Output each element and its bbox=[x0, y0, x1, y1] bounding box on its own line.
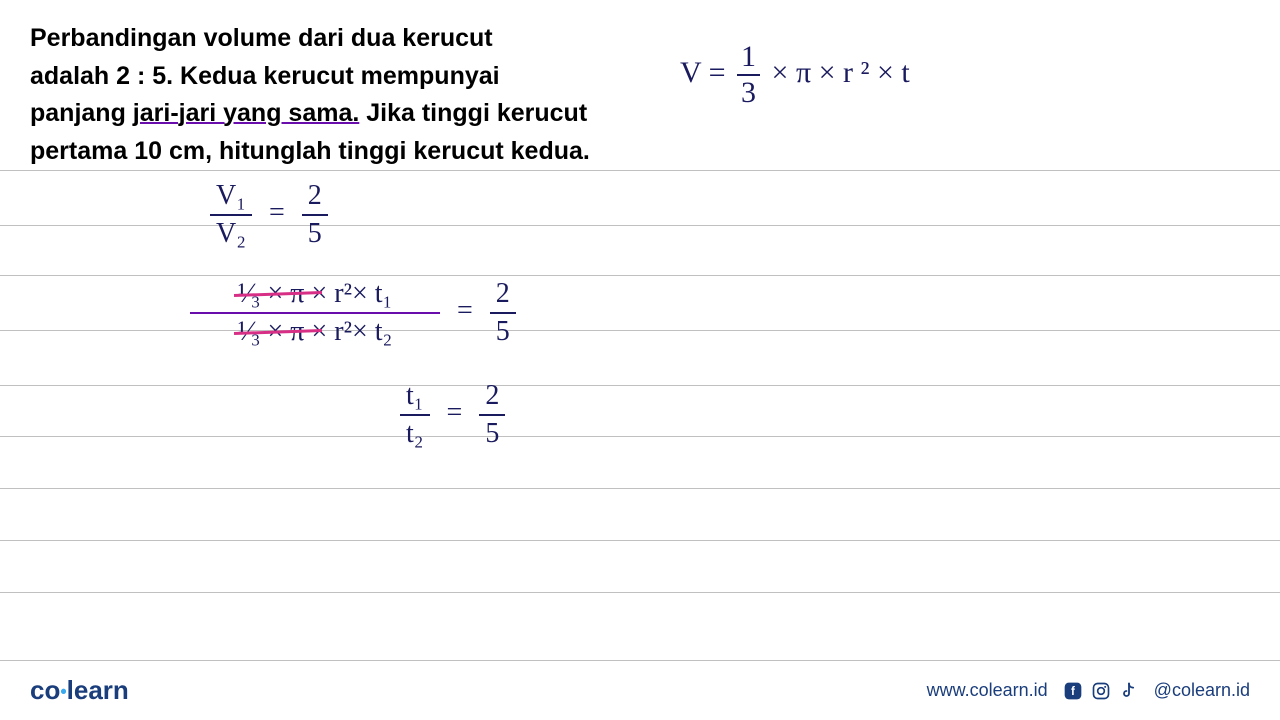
logo-part-2: learn bbox=[67, 675, 129, 705]
step2-equals: = bbox=[457, 295, 473, 326]
step3-right-num: 2 bbox=[479, 380, 505, 414]
step2-num-keep: × t₁ bbox=[352, 278, 392, 309]
problem-line-3: panjang jari-jari yang sama. Jika tinggi… bbox=[30, 95, 620, 133]
problem-statement: Perbandingan volume dari dua kerucut ada… bbox=[30, 20, 620, 170]
step2-right-den: 5 bbox=[490, 314, 516, 348]
volume-formula-annotation: V = 1 3 × π × r ² × t bbox=[680, 40, 910, 110]
step2-left-den: ¹∕₃ × π × r²× t₂ bbox=[232, 314, 399, 348]
footer-right: www.colearn.id f @colearn.id bbox=[927, 680, 1250, 702]
social-icons: f bbox=[1062, 680, 1140, 702]
svg-text:f: f bbox=[1071, 685, 1075, 698]
rule-line bbox=[0, 385, 1280, 386]
problem-underlined: jari-jari yang sama. bbox=[133, 99, 360, 127]
work-step-1: V₁ V₂ = 2 5 bbox=[210, 180, 328, 250]
formula-fraction: 1 3 bbox=[737, 40, 760, 110]
footer-handle: @colearn.id bbox=[1154, 680, 1250, 701]
rule-line bbox=[0, 275, 1280, 276]
problem-line-3b: Jika tinggi kerucut bbox=[359, 99, 587, 127]
step3-left-den: t₂ bbox=[400, 416, 430, 450]
step2-num-strike: ¹∕₃ × π × r² bbox=[238, 278, 352, 309]
step2-den-strike: ¹∕₃ × π × r² bbox=[238, 316, 352, 347]
rule-line bbox=[0, 592, 1280, 593]
work-step-2: ¹∕₃ × π × r²× t₁ ¹∕₃ × π × r²× t₂ = 2 5 bbox=[190, 278, 516, 348]
facebook-icon: f bbox=[1062, 680, 1084, 702]
step3-left-num: t₁ bbox=[400, 380, 430, 414]
step3-left-fraction: t₁ t₂ bbox=[400, 380, 430, 450]
step2-right-num: 2 bbox=[490, 278, 516, 312]
brand-logo: co•learn bbox=[30, 675, 129, 706]
formula-rhs: × π × r ² × t bbox=[772, 56, 910, 89]
step2-left-fraction: ¹∕₃ × π × r²× t₁ ¹∕₃ × π × r²× t₂ bbox=[190, 278, 440, 348]
step3-right-den: 5 bbox=[479, 416, 505, 450]
problem-line-3a: panjang bbox=[30, 99, 133, 127]
rule-line bbox=[0, 225, 1280, 226]
rule-line bbox=[0, 488, 1280, 489]
logo-part-1: co bbox=[30, 675, 60, 705]
footer: co•learn www.colearn.id f @colearn.id bbox=[0, 660, 1280, 720]
step1-left-fraction: V₁ V₂ bbox=[210, 180, 252, 250]
tiktok-icon bbox=[1118, 680, 1140, 702]
instagram-icon bbox=[1090, 680, 1112, 702]
step1-right-den: 5 bbox=[302, 216, 328, 250]
step1-right-num: 2 bbox=[302, 180, 328, 214]
rule-line bbox=[0, 170, 1280, 171]
formula-lhs: V = bbox=[680, 56, 726, 89]
problem-line-1: Perbandingan volume dari dua kerucut bbox=[30, 20, 620, 58]
formula-frac-num: 1 bbox=[737, 40, 760, 76]
footer-url: www.colearn.id bbox=[927, 680, 1048, 701]
step2-right-fraction: 2 5 bbox=[490, 278, 516, 348]
step3-right-fraction: 2 5 bbox=[479, 380, 505, 450]
rule-line bbox=[0, 540, 1280, 541]
rule-line bbox=[0, 436, 1280, 437]
step1-left-num: V₁ bbox=[210, 180, 252, 214]
step1-equals: = bbox=[269, 197, 285, 228]
step2-den-keep: × t₂ bbox=[352, 316, 392, 347]
step2-left-num: ¹∕₃ × π × r²× t₁ bbox=[232, 278, 399, 312]
step1-right-fraction: 2 5 bbox=[302, 180, 328, 250]
step3-equals: = bbox=[447, 397, 463, 428]
formula-frac-den: 3 bbox=[737, 76, 760, 110]
step1-left-den: V₂ bbox=[210, 216, 252, 250]
work-step-3: t₁ t₂ = 2 5 bbox=[400, 380, 505, 450]
problem-line-2: adalah 2 : 5. Kedua kerucut mempunyai bbox=[30, 58, 620, 96]
problem-line-4: pertama 10 cm, hitunglah tinggi kerucut … bbox=[30, 133, 620, 171]
